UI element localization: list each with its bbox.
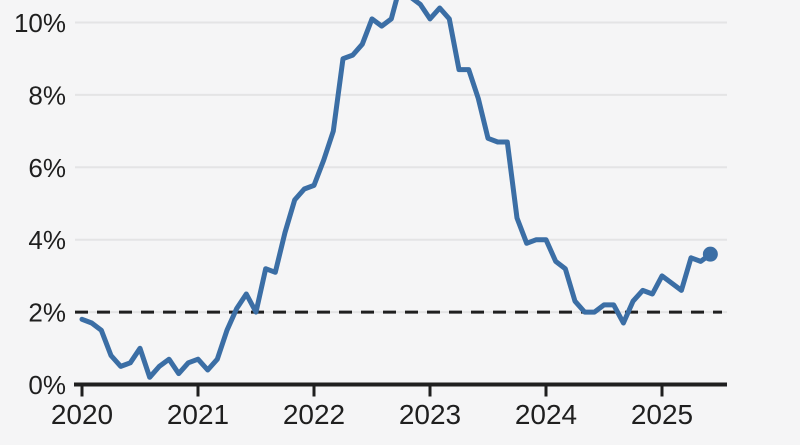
x-tick-label-2023: 2023 xyxy=(399,399,461,430)
x-tick-label-2020: 2020 xyxy=(51,399,113,430)
latest-point-dot xyxy=(702,246,718,262)
y-tick-label-8pct: 8% xyxy=(28,80,66,110)
y-tick-label-4pct: 4% xyxy=(28,225,66,255)
inflation-line xyxy=(79,0,713,380)
y-tick-label-0pct: 0% xyxy=(28,370,66,400)
x-tick-label-2022: 2022 xyxy=(283,399,345,430)
y-tick-label-6pct: 6% xyxy=(28,153,66,183)
x-tick-label-2025: 2025 xyxy=(631,399,693,430)
x-tick-label-2024: 2024 xyxy=(515,399,577,430)
y-tick-label-2pct: 2% xyxy=(28,298,66,328)
y-tick-label-10pct: 10% xyxy=(14,8,66,38)
x-tick-label-2021: 2021 xyxy=(167,399,229,430)
